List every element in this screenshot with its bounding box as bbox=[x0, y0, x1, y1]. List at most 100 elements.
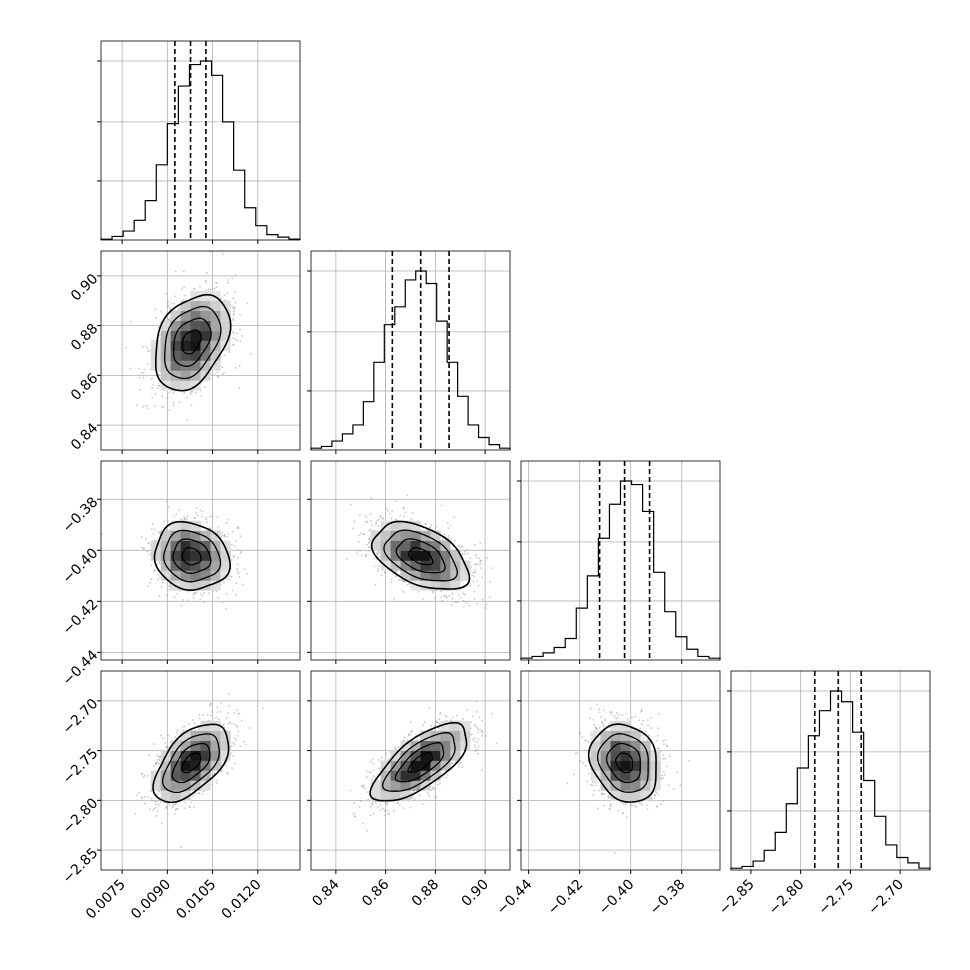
scatter-point bbox=[236, 567, 238, 570]
scatter-point bbox=[462, 600, 465, 602]
scatter-panel bbox=[97, 460, 301, 664]
scatter-point bbox=[235, 709, 238, 712]
density-contour bbox=[181, 547, 202, 566]
scatter-point bbox=[193, 722, 196, 725]
y-tick-label: −0.44 bbox=[60, 647, 102, 689]
scatter-point bbox=[366, 829, 369, 832]
density-cell bbox=[610, 780, 621, 791]
scatter-point bbox=[467, 552, 470, 555]
density-cell bbox=[200, 300, 211, 311]
scatter-point bbox=[679, 784, 682, 787]
scatter-point bbox=[181, 725, 184, 728]
scatter-point bbox=[192, 597, 195, 600]
density-cell bbox=[210, 750, 221, 761]
scatter-point bbox=[431, 590, 434, 593]
scatter-point bbox=[227, 722, 230, 725]
scatter-point bbox=[143, 368, 146, 371]
scatter-point bbox=[351, 813, 354, 815]
scatter-point bbox=[440, 596, 443, 598]
density-cell bbox=[200, 730, 211, 741]
density-contour bbox=[587, 723, 657, 803]
panel-frame bbox=[730, 670, 931, 871]
density-cell bbox=[210, 300, 221, 311]
scatter-point bbox=[172, 392, 175, 394]
scatter-point bbox=[372, 769, 375, 772]
scatter-point bbox=[234, 301, 237, 304]
scatter-point bbox=[236, 569, 239, 572]
scatter-point bbox=[672, 788, 675, 790]
scatter-point bbox=[134, 812, 137, 815]
scatter-point bbox=[430, 724, 433, 727]
scatter-point bbox=[153, 807, 156, 810]
scatter-point bbox=[226, 760, 228, 763]
scatter-point bbox=[174, 803, 177, 806]
density-cell bbox=[640, 750, 651, 761]
scatter-point bbox=[429, 526, 431, 529]
scatter-point bbox=[459, 761, 462, 764]
scatter-point bbox=[160, 310, 163, 313]
scatter-point bbox=[143, 774, 146, 777]
density-cell bbox=[600, 740, 611, 751]
scatter-point bbox=[353, 812, 356, 815]
scatter-point bbox=[194, 729, 197, 731]
scatter-point bbox=[394, 575, 397, 578]
scatter-point bbox=[373, 565, 376, 568]
scatter-point bbox=[403, 591, 406, 593]
scatter-point bbox=[383, 809, 386, 812]
scatter-point bbox=[448, 594, 451, 597]
density-cell bbox=[190, 290, 201, 302]
density-cell bbox=[400, 520, 411, 531]
scatter-point bbox=[236, 332, 239, 335]
scatter-point bbox=[376, 519, 379, 522]
scatter-point bbox=[149, 581, 152, 584]
density-cell bbox=[160, 530, 171, 541]
scatter-point bbox=[237, 712, 240, 715]
density-cell bbox=[420, 750, 431, 761]
scatter-point bbox=[422, 724, 425, 726]
histogram-panel bbox=[517, 460, 721, 664]
scatter-point bbox=[209, 703, 212, 706]
scatter-point bbox=[660, 777, 663, 780]
y-tick-label: 0.84 bbox=[68, 420, 101, 453]
scatter-point bbox=[607, 795, 610, 798]
scatter-point bbox=[237, 572, 240, 574]
scatter-point bbox=[164, 742, 167, 744]
scatter-point bbox=[101, 533, 103, 535]
density-cell bbox=[460, 570, 471, 581]
panel-body bbox=[566, 703, 690, 854]
density-contour bbox=[172, 317, 212, 367]
density-contour bbox=[172, 538, 212, 574]
scatter-point bbox=[161, 395, 164, 398]
density-cell bbox=[450, 740, 461, 751]
scatter-point bbox=[233, 545, 236, 548]
scatter-point bbox=[663, 774, 666, 776]
histogram-bars bbox=[730, 690, 931, 870]
scatter-point bbox=[238, 364, 241, 367]
scatter-point bbox=[479, 563, 482, 566]
scatter-point bbox=[195, 591, 198, 594]
density-cell bbox=[610, 790, 621, 801]
scatter-point bbox=[388, 512, 391, 515]
scatter-point bbox=[404, 511, 407, 514]
panel-body bbox=[349, 700, 498, 832]
scatter-point bbox=[155, 803, 157, 806]
density-cell bbox=[160, 330, 171, 341]
scatter-point bbox=[641, 723, 643, 725]
scatter-point bbox=[441, 539, 444, 541]
density-cell bbox=[170, 560, 181, 571]
density-cell bbox=[630, 790, 641, 801]
scatter-point bbox=[630, 729, 633, 731]
scatter-point bbox=[574, 752, 577, 755]
scatter-point bbox=[613, 851, 616, 854]
scatter-point bbox=[598, 789, 601, 792]
scatter-point bbox=[589, 707, 592, 710]
scatter-point bbox=[142, 547, 145, 549]
scatter-point bbox=[395, 500, 398, 502]
scatter-point bbox=[484, 607, 487, 610]
scatter-point bbox=[473, 544, 476, 546]
scatter-point bbox=[174, 736, 177, 738]
scatter-point bbox=[368, 541, 370, 544]
density-cell bbox=[610, 730, 621, 741]
scatter-point bbox=[166, 594, 169, 597]
scatter-point bbox=[151, 396, 154, 399]
